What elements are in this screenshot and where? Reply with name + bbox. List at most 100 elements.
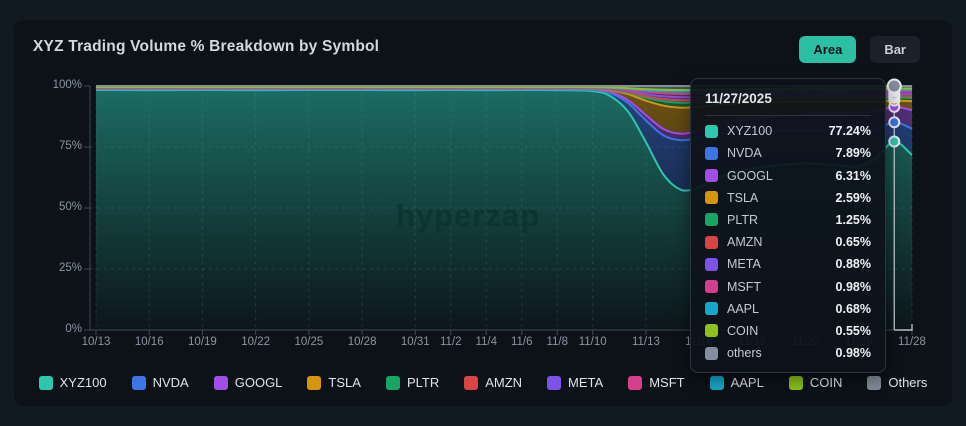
tooltip-row: AMZN 0.65%: [705, 235, 871, 249]
tooltip-series-label: XYZ100: [727, 124, 773, 139]
legend-label: META: [568, 375, 604, 390]
x-axis-tick-label: 10/19: [188, 336, 217, 348]
chart-card: XYZ Trading Volume % Breakdown by Symbol…: [14, 20, 952, 406]
legend-color-swatch: [464, 375, 479, 390]
series-color-swatch: [705, 346, 718, 360]
legend-color-swatch: [628, 375, 643, 390]
tooltip-series-value: 77.24%: [828, 124, 871, 139]
legend-label: PLTR: [406, 375, 440, 390]
x-axis-tick-label: 10/25: [294, 336, 324, 348]
y-axis-tick-label: 50%: [58, 201, 82, 213]
legend-color-swatch: [385, 375, 400, 390]
tooltip-series-value: 6.31%: [835, 168, 871, 183]
x-axis-tick-label: 11/2: [440, 336, 462, 348]
legend-color-swatch: [38, 375, 53, 390]
x-axis-tick-label: 11/8: [546, 336, 568, 348]
tooltip-series-value: 2.59%: [835, 190, 871, 205]
legend-item-googl[interactable]: GOOGL: [213, 375, 283, 390]
legend-item-meta[interactable]: META: [547, 375, 603, 390]
series-color-swatch: [705, 235, 718, 249]
x-axis-tick-label: 11/6: [510, 336, 533, 348]
tooltip-series-value: 0.98%: [835, 346, 871, 361]
tooltip-series-label: META: [727, 257, 761, 272]
y-axis-tick-label: 0%: [65, 323, 82, 335]
series-color-swatch: [705, 124, 718, 138]
series-color-swatch: [705, 213, 718, 227]
tooltip-row: GOOGL 6.31%: [705, 169, 871, 183]
tooltip-row: others 0.98%: [705, 346, 871, 360]
area-toggle-button[interactable]: Area: [799, 36, 857, 63]
legend-color-swatch: [788, 375, 803, 390]
y-axis-tick-label: 25%: [58, 262, 82, 274]
x-axis-tick-label: 10/13: [81, 336, 111, 348]
tooltip-series-value: 0.65%: [835, 235, 871, 250]
legend-item-nvda[interactable]: NVDA: [131, 375, 189, 390]
series-color-swatch: [705, 191, 718, 205]
legend-item-amzn[interactable]: AMZN: [464, 375, 522, 390]
legend-label: Others: [888, 375, 928, 390]
legend-label: AAPL: [730, 375, 764, 390]
tooltip-row: NVDA 7.89%: [705, 146, 871, 160]
legend-label: XYZ100: [59, 375, 107, 390]
series-marker: [886, 78, 902, 94]
legend-item-coin[interactable]: COIN: [788, 375, 843, 390]
legend-item-msft[interactable]: MSFT: [628, 375, 685, 390]
legend-label: COIN: [809, 375, 843, 390]
legend-label: NVDA: [152, 375, 189, 390]
x-axis-tick-label: 10/31: [400, 336, 430, 348]
y-axis-tick-label: 75%: [58, 140, 82, 152]
series-color-swatch: [705, 257, 718, 271]
tooltip-row: TSLA 2.59%: [705, 191, 871, 205]
legend-label: GOOGL: [234, 375, 283, 390]
legend-item-xyz100[interactable]: XYZ100: [38, 375, 107, 390]
legend-item-tsla[interactable]: TSLA: [307, 375, 361, 390]
x-axis-tick-label: 11/10: [578, 336, 607, 348]
tooltip-row: META 0.88%: [705, 257, 871, 271]
tooltip-series-label: COIN: [727, 323, 759, 338]
legend-item-others[interactable]: Others: [867, 375, 927, 390]
series-marker: [888, 135, 901, 148]
legend-color-swatch: [867, 375, 882, 390]
tooltip-row: AAPL 0.68%: [705, 302, 871, 316]
legend-label: TSLA: [328, 375, 361, 390]
tooltip-series-value: 0.98%: [835, 279, 871, 294]
tooltip-series-label: PLTR: [727, 212, 759, 227]
tooltip-series-label: NVDA: [727, 146, 762, 161]
series-color-swatch: [705, 324, 718, 338]
tooltip-series-value: 0.55%: [835, 323, 871, 338]
series-marker: [888, 116, 901, 129]
series-color-swatch: [705, 146, 718, 160]
x-axis-tick-label: 11/28: [898, 336, 926, 348]
tooltip-row: MSFT 0.98%: [705, 280, 871, 294]
bar-toggle-button[interactable]: Bar: [870, 36, 920, 63]
legend-color-swatch: [547, 375, 562, 390]
legend-label: AMZN: [485, 375, 523, 390]
tooltip-series-label: AMZN: [727, 235, 763, 250]
legend-label: MSFT: [649, 375, 685, 390]
legend-color-swatch: [709, 375, 724, 390]
tooltip-series-value: 7.89%: [835, 146, 871, 161]
series-color-swatch: [705, 302, 718, 316]
x-axis-tick-label: 10/16: [134, 336, 164, 348]
chart-type-toggle: Area Bar: [799, 36, 920, 63]
tooltip-series-value: 0.88%: [835, 257, 871, 272]
tooltip-series-label: others: [727, 346, 762, 361]
tooltip-series-label: MSFT: [727, 279, 762, 294]
chart-tooltip: 11/27/2025 XYZ100 77.24% NVDA 7.89% GOOGL 6.3…: [690, 78, 886, 374]
tooltip-series-value: 1.25%: [835, 212, 871, 227]
x-axis-tick-label: 10/28: [347, 336, 377, 348]
tooltip-divider: [705, 115, 871, 116]
tooltip-series-label: GOOGL: [727, 168, 773, 183]
series-color-swatch: [705, 280, 718, 293]
x-axis-tick-label: 10/22: [241, 336, 271, 348]
legend-item-aapl[interactable]: AAPL: [709, 375, 764, 390]
legend-item-pltr[interactable]: PLTR: [385, 375, 440, 390]
tooltip-series-label: TSLA: [727, 190, 759, 205]
page-title: XYZ Trading Volume % Breakdown by Symbol: [33, 38, 380, 55]
tooltip-row: XYZ100 77.24%: [705, 124, 871, 138]
y-axis-tick-label: 100%: [52, 79, 82, 91]
tooltip-series-label: AAPL: [727, 301, 759, 316]
tooltip-row: PLTR 1.25%: [705, 213, 871, 227]
legend-color-swatch: [131, 375, 146, 390]
x-axis-tick-label: 11/4: [475, 336, 498, 348]
